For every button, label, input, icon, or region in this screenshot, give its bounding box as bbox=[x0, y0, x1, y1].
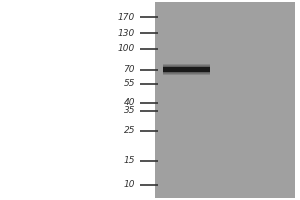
Text: 100: 100 bbox=[118, 44, 135, 53]
Text: 55: 55 bbox=[124, 79, 135, 88]
Text: 55: 55 bbox=[124, 79, 135, 88]
Bar bbox=[163, 66, 210, 73]
Text: 25: 25 bbox=[124, 126, 135, 135]
Text: 10: 10 bbox=[124, 180, 135, 189]
Text: 40: 40 bbox=[124, 98, 135, 107]
Text: 35: 35 bbox=[124, 106, 135, 115]
Text: 35: 35 bbox=[124, 106, 135, 115]
Text: 15: 15 bbox=[124, 156, 135, 165]
Text: 70: 70 bbox=[124, 65, 135, 74]
Text: 170: 170 bbox=[118, 13, 135, 22]
Text: 130: 130 bbox=[118, 29, 135, 38]
Bar bbox=[0, 0, 140, 200]
Bar bbox=[163, 67, 210, 72]
Text: 70: 70 bbox=[124, 65, 135, 74]
Text: 170: 170 bbox=[118, 13, 135, 22]
Text: 100: 100 bbox=[118, 44, 135, 53]
Bar bbox=[163, 64, 210, 75]
Bar bbox=[155, 2, 295, 198]
Text: 25: 25 bbox=[124, 126, 135, 135]
Text: 130: 130 bbox=[118, 29, 135, 38]
Text: 15: 15 bbox=[124, 156, 135, 165]
Text: 40: 40 bbox=[124, 98, 135, 107]
Bar bbox=[163, 65, 210, 74]
Text: 10: 10 bbox=[124, 180, 135, 189]
Bar bbox=[295, 0, 300, 200]
